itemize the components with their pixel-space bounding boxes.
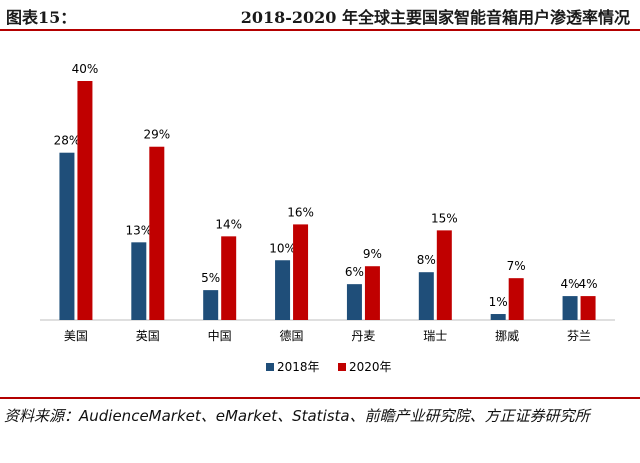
category-label-2: 英国 — [136, 329, 160, 343]
data-label-2020-4: 16% — [287, 205, 314, 219]
figure-number: 图表15： — [6, 8, 77, 27]
bar-2020-4 — [293, 224, 309, 320]
figure-header: 图表15： 2018-2020 年全球主要国家智能音箱用户渗透率情况 — [0, 0, 640, 30]
bar-2020-6 — [436, 230, 452, 320]
category-label-3: 中国 — [208, 328, 232, 343]
data-label-2020-5: 9% — [363, 247, 382, 261]
chart-area: 28% 40% 美国 13% 29% 英国 5% 14% 中国 10% 16% 德国 6% 9% 丹麦 8% 1… — [0, 31, 640, 397]
data-label-2020-7: 7% — [507, 259, 526, 273]
source-note: 资料来源：AudienceMarket、eMarket、Statista、前瞻产… — [4, 407, 590, 425]
bar-2020-2 — [149, 146, 165, 320]
bar-2018-7 — [490, 314, 506, 320]
category-label-4: 德国 — [280, 328, 304, 343]
category-label-8: 芬兰 — [567, 329, 591, 343]
data-label-2020-8: 4% — [579, 277, 598, 291]
legend-swatch-2 — [338, 363, 346, 371]
bar-2018-6 — [418, 272, 434, 320]
bar-2018-1 — [59, 152, 75, 320]
bar-2020-3 — [221, 236, 237, 320]
bar-2020-8 — [580, 296, 596, 320]
data-label-2018-7: 1% — [489, 295, 508, 309]
bottom-rule — [0, 397, 640, 399]
bar-2018-3 — [203, 290, 219, 320]
data-label-2020-1: 40% — [72, 62, 99, 76]
data-label-2018-1: 28% — [54, 134, 81, 148]
data-label-2018-2: 13% — [125, 223, 152, 237]
bar-2018-2 — [131, 242, 147, 320]
data-label-2018-8: 4% — [561, 277, 580, 291]
bar-chart: 28% 40% 美国 13% 29% 英国 5% 14% 中国 10% 16% 德国 6% 9% 丹麦 8% 1… — [40, 62, 615, 374]
bar-2020-5 — [364, 266, 380, 320]
data-label-2018-6: 8% — [417, 253, 436, 267]
bar-2018-5 — [346, 284, 362, 320]
data-label-2020-6: 15% — [431, 211, 458, 225]
legend-label-2: 2020年 — [349, 360, 392, 374]
legend-swatch-1 — [266, 363, 274, 371]
data-label-2020-3: 14% — [215, 217, 242, 231]
category-label-5: 丹麦 — [351, 329, 375, 343]
category-label-6: 瑞士 — [423, 329, 447, 343]
data-label-2018-5: 6% — [345, 265, 364, 279]
chart-title: 2018-2020 年全球主要国家智能音箱用户渗透率情况 — [240, 8, 630, 27]
data-label-2018-4: 10% — [269, 241, 296, 255]
data-label-2020-2: 29% — [143, 128, 170, 142]
category-label-7: 挪威 — [495, 329, 519, 343]
legend-label-1: 2018年 — [277, 360, 320, 374]
category-label-1: 美国 — [64, 329, 88, 343]
bar-2020-7 — [508, 278, 524, 320]
bar-2018-4 — [275, 260, 291, 320]
bar-2018-8 — [562, 296, 578, 320]
top-rule — [0, 29, 640, 31]
data-label-2018-3: 5% — [201, 271, 220, 285]
bar-2020-1 — [77, 81, 93, 320]
